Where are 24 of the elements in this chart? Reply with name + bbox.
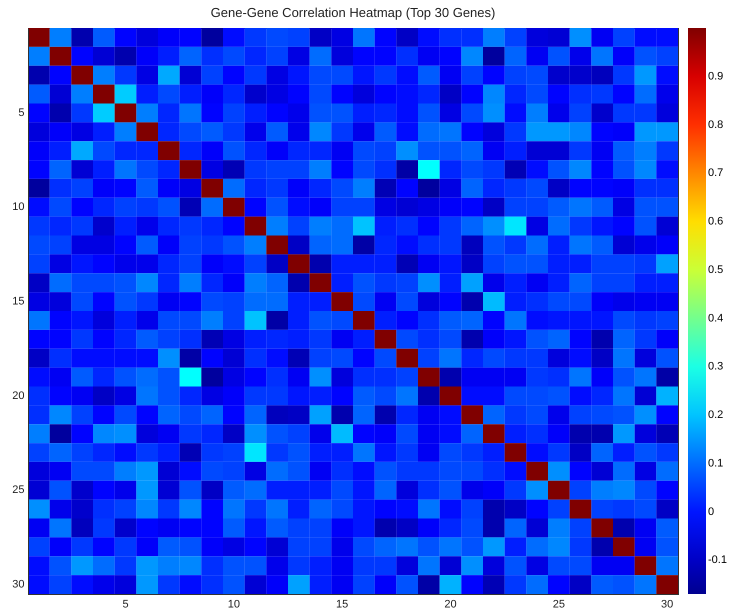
color-bar-label: -0.1 [708, 554, 727, 566]
x-tick-label: 10 [228, 598, 240, 610]
x-tick-label: 30 [661, 598, 674, 610]
color-bar-label: 0 [708, 506, 714, 518]
color-bar-label: 0.6 [708, 216, 724, 228]
y-tick-label: 5 [18, 106, 24, 119]
color-bar-label: 0.1 [708, 457, 724, 470]
x-tick-label: 5 [122, 598, 129, 610]
chart-title: Gene-Gene Correlation Heatmap (Top 30 Genes) [210, 5, 496, 20]
y-tick-label: 15 [12, 296, 24, 308]
x-tick-label: 25 [552, 598, 565, 610]
color-bar-label: 0.9 [708, 70, 724, 82]
color-bar-label: 0.8 [708, 118, 724, 131]
color-bar-label: 0.5 [708, 264, 724, 276]
y-tick-label: 25 [12, 484, 24, 496]
color-bar-label: 0.4 [708, 312, 724, 324]
y-tick-label: 20 [12, 390, 24, 402]
color-bar-label: 0.7 [708, 167, 724, 180]
x-tick-label: 15 [336, 598, 348, 610]
color-bar-label: 0.3 [708, 360, 724, 373]
x-tick-label: 20 [444, 598, 457, 610]
color-bar-label: 0.2 [708, 409, 724, 422]
y-tick-label: 10 [12, 201, 24, 214]
y-tick-label: 30 [12, 578, 24, 591]
